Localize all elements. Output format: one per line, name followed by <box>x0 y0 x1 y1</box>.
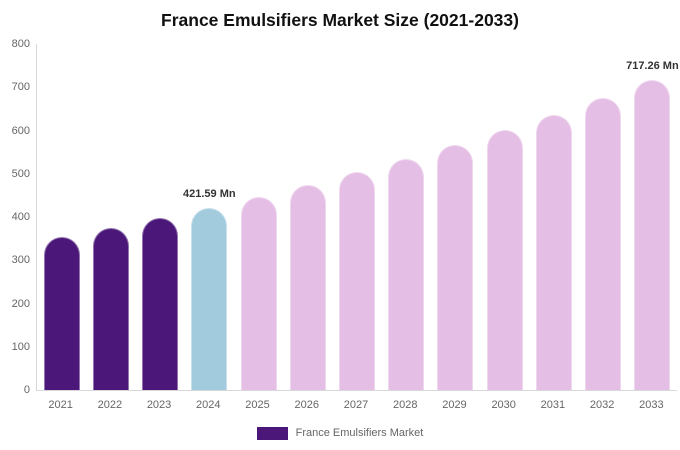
bar-2031[interactable] <box>535 114 572 390</box>
x-axis-tick-2026: 2026 <box>294 399 319 411</box>
x-axis-tick-2024: 2024 <box>196 399 221 411</box>
x-axis-tick-2027: 2027 <box>343 399 369 411</box>
x-axis-tick-2023: 2023 <box>146 399 172 411</box>
y-axis-tick-700: 700 <box>11 81 30 94</box>
x-axis-tick-2025: 2025 <box>245 399 270 411</box>
bar-2026[interactable] <box>289 185 326 390</box>
bar-2032[interactable] <box>585 97 622 390</box>
legend[interactable]: France Emulsifiers Market <box>0 427 680 440</box>
bar-2021[interactable] <box>43 237 80 390</box>
y-axis-tick-200: 200 <box>11 297 30 310</box>
bar-2024[interactable] <box>191 207 228 390</box>
y-axis-tick-800: 800 <box>11 38 30 50</box>
x-axis-tick-2030: 2030 <box>491 399 516 411</box>
x-axis-tick-2033: 2033 <box>639 399 664 411</box>
y-axis-tick-100: 100 <box>11 340 30 353</box>
x-axis-tick-2021: 2021 <box>48 399 73 411</box>
x-axis-tick-2029: 2029 <box>442 399 467 411</box>
x-axis-tick-2028: 2028 <box>392 399 418 411</box>
bar-2028[interactable] <box>388 159 425 390</box>
y-axis-tick-600: 600 <box>11 124 30 137</box>
plot-area: 421.59 Mn 717.26 Mn <box>36 44 679 391</box>
data-label-2024: 421.59 Mn <box>183 187 236 200</box>
legend-label: France Emulsifiers Market <box>295 427 424 439</box>
data-label-2033: 717.26 Mn <box>626 59 679 72</box>
y-axis-tick-500: 500 <box>11 167 30 180</box>
bar-2023[interactable] <box>142 217 179 390</box>
chart-title: France Emulsifiers Market Size (2021-203… <box>161 10 519 30</box>
x-axis-tick-2031: 2031 <box>540 399 566 411</box>
bar-2033[interactable] <box>634 79 671 390</box>
bar-2030[interactable] <box>486 130 523 390</box>
y-axis-tick-300: 300 <box>11 254 30 267</box>
bar-2027[interactable] <box>339 172 375 390</box>
bar-2029[interactable] <box>437 145 474 390</box>
bar-2025[interactable] <box>240 196 277 390</box>
x-axis-tick-2032: 2032 <box>589 399 615 411</box>
y-axis-tick-400: 400 <box>11 211 30 223</box>
legend-swatch <box>256 427 288 440</box>
bar-2022[interactable] <box>92 227 129 390</box>
x-axis-tick-2022: 2022 <box>97 399 123 411</box>
y-axis-tick-0: 0 <box>23 384 30 396</box>
